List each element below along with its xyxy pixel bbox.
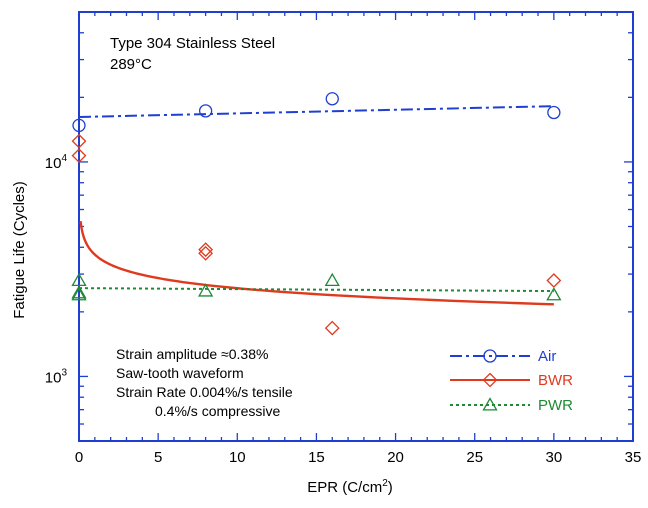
annotation-strain-amplitude: Strain amplitude ≈0.38% [116,346,268,362]
fit-lines-layer [78,105,554,306]
y-tick-label: 104 [45,153,68,172]
x-tick-label: 30 [546,449,563,466]
air-data-point [72,118,86,133]
legend-marker-bwr [482,372,498,388]
bwr-data-point [198,245,214,261]
pwr-data-point [71,287,87,301]
annotation-temperature: 289°C [110,56,152,73]
legend: Air BWR PWR [450,348,573,414]
bwr-data-point [324,320,340,336]
x-tick-label: 35 [625,449,642,466]
legend-label-air: Air [538,348,556,365]
bwr-data-point [71,148,87,164]
y-tick-label-base: 10 [45,155,62,172]
pwr-data-point [198,283,214,297]
markers-layer [71,92,562,336]
annotation-strain-rate-tensile: Strain Rate 0.004%/s tensile [116,384,293,400]
x-axis-label: EPR (C/cm2) [307,478,393,496]
annotation-waveform: Saw-tooth waveform [116,365,244,381]
pwr-fit-line [78,287,554,293]
legend-marker-pwr [482,397,498,411]
bwr-fit-curve [79,221,554,306]
y-tick-label-exponent: 4 [61,153,67,164]
y-tick-label: 103 [45,367,68,386]
x-tick-label: 5 [154,449,162,466]
bwr-data-point [546,273,562,288]
bwr-data-point [198,242,214,258]
y-axis-label: Fatigue Life (Cycles) [11,181,28,319]
bwr-data-point [71,133,87,149]
x-tick-label: 25 [466,449,483,466]
x-tick-label: 10 [229,449,246,466]
air-fit-line [78,105,554,118]
annotation-strain-rate-compressive: 0.4%/s compressive [155,403,280,419]
x-tick-label: 15 [308,449,325,466]
x-tick-label: 20 [387,449,404,466]
y-tick-label-base: 10 [45,369,62,386]
legend-label-bwr: BWR [538,372,573,389]
air-data-point [325,92,339,106]
y-tick-label-exponent: 3 [61,367,67,378]
air-data-point [198,104,213,118]
annotations-layer: Type 304 Stainless Steel 289°C Strain am… [11,35,393,496]
x-axis-label-main: EPR (C/cm [307,479,382,496]
air-data-point [547,105,561,120]
pwr-data-point [71,285,87,299]
legend-marker-air [483,349,497,363]
x-axis-label-end: ) [388,479,393,496]
annotation-material: Type 304 Stainless Steel [110,35,275,52]
legend-label-pwr: PWR [538,397,573,414]
x-tick-label: 0 [75,449,83,466]
pwr-data-point [324,272,340,287]
x-axis-label-superscript: 2 [382,478,388,489]
pwr-data-point [546,287,562,301]
